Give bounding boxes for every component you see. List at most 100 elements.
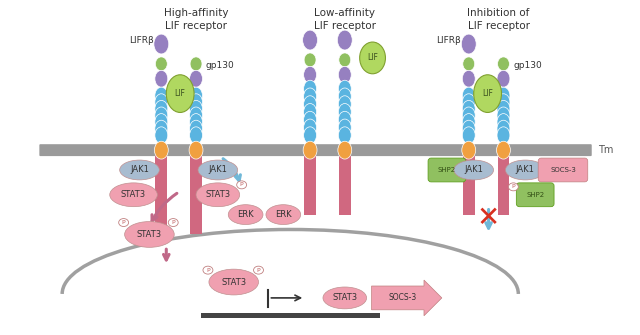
- Ellipse shape: [462, 141, 476, 159]
- Text: P: P: [172, 220, 175, 225]
- Ellipse shape: [253, 266, 264, 274]
- Text: SOCS-3: SOCS-3: [550, 167, 576, 173]
- Ellipse shape: [155, 100, 168, 117]
- Text: STAT3: STAT3: [205, 190, 230, 199]
- Ellipse shape: [228, 205, 263, 224]
- Ellipse shape: [303, 80, 317, 97]
- FancyBboxPatch shape: [538, 158, 588, 182]
- Ellipse shape: [339, 119, 351, 136]
- Ellipse shape: [168, 218, 178, 226]
- Ellipse shape: [303, 119, 317, 136]
- Text: P: P: [257, 268, 260, 273]
- Ellipse shape: [189, 141, 203, 159]
- Ellipse shape: [304, 53, 316, 67]
- FancyBboxPatch shape: [39, 144, 592, 156]
- Bar: [463, 155, 475, 215]
- Ellipse shape: [196, 183, 239, 207]
- Ellipse shape: [497, 70, 510, 87]
- Ellipse shape: [154, 141, 168, 159]
- Ellipse shape: [189, 87, 202, 104]
- Ellipse shape: [155, 114, 168, 130]
- Ellipse shape: [303, 127, 317, 144]
- Ellipse shape: [155, 70, 168, 87]
- Ellipse shape: [339, 53, 351, 67]
- Ellipse shape: [497, 127, 510, 144]
- Text: Inhibition of
LIF receptor: Inhibition of LIF receptor: [467, 8, 530, 31]
- Text: JAK1: JAK1: [209, 165, 227, 175]
- Ellipse shape: [189, 94, 202, 111]
- Text: STAT3: STAT3: [332, 293, 357, 303]
- Ellipse shape: [497, 57, 509, 71]
- Text: ERK: ERK: [275, 210, 292, 219]
- Ellipse shape: [303, 111, 317, 128]
- Ellipse shape: [189, 100, 202, 117]
- Ellipse shape: [155, 94, 168, 111]
- Ellipse shape: [303, 96, 317, 113]
- Text: High-affinity
LIF receptor: High-affinity LIF receptor: [164, 8, 228, 31]
- Ellipse shape: [337, 30, 352, 50]
- Ellipse shape: [461, 34, 476, 54]
- Text: STAT3: STAT3: [221, 277, 246, 286]
- Ellipse shape: [474, 75, 502, 113]
- Ellipse shape: [189, 120, 202, 137]
- Ellipse shape: [156, 57, 167, 71]
- Text: JAK1: JAK1: [516, 165, 535, 175]
- Ellipse shape: [154, 34, 169, 54]
- Ellipse shape: [497, 141, 511, 159]
- Ellipse shape: [497, 94, 510, 111]
- Bar: [156, 155, 167, 234]
- Ellipse shape: [303, 30, 317, 50]
- Ellipse shape: [497, 100, 510, 117]
- Text: LIF: LIF: [175, 89, 186, 98]
- Text: SOCS-3: SOCS-3: [388, 293, 417, 303]
- FancyBboxPatch shape: [372, 280, 442, 316]
- Ellipse shape: [462, 120, 476, 137]
- Ellipse shape: [338, 141, 352, 159]
- Ellipse shape: [125, 221, 174, 247]
- Text: P: P: [122, 220, 125, 225]
- Text: Tm: Tm: [598, 145, 613, 155]
- Ellipse shape: [339, 88, 351, 105]
- Text: LIFRβ: LIFRβ: [129, 36, 154, 45]
- Ellipse shape: [462, 127, 476, 144]
- Ellipse shape: [462, 100, 476, 117]
- Ellipse shape: [303, 66, 317, 83]
- Ellipse shape: [303, 88, 317, 105]
- Ellipse shape: [189, 70, 202, 87]
- Text: LIF: LIF: [367, 53, 378, 62]
- Ellipse shape: [497, 120, 510, 137]
- Ellipse shape: [506, 160, 545, 180]
- Text: gp130: gp130: [513, 61, 542, 70]
- Bar: [201, 313, 380, 318]
- Ellipse shape: [339, 104, 351, 120]
- Bar: [190, 155, 202, 234]
- Ellipse shape: [118, 218, 129, 226]
- Ellipse shape: [454, 160, 493, 180]
- Bar: [304, 155, 316, 215]
- Text: P: P: [240, 182, 243, 187]
- Bar: [339, 155, 351, 215]
- Ellipse shape: [237, 181, 246, 189]
- Ellipse shape: [266, 205, 301, 224]
- Ellipse shape: [155, 107, 168, 124]
- Text: ✕: ✕: [477, 204, 500, 231]
- Text: P: P: [511, 184, 515, 189]
- Ellipse shape: [462, 107, 476, 124]
- Ellipse shape: [303, 104, 317, 120]
- Ellipse shape: [339, 80, 351, 97]
- Text: LIFRβ: LIFRβ: [436, 36, 461, 45]
- Text: SHP2: SHP2: [526, 192, 544, 198]
- Ellipse shape: [462, 94, 476, 111]
- Text: P: P: [206, 268, 210, 273]
- Ellipse shape: [339, 127, 351, 144]
- Ellipse shape: [497, 114, 510, 130]
- Ellipse shape: [190, 57, 202, 71]
- Ellipse shape: [166, 75, 194, 113]
- Ellipse shape: [462, 87, 476, 104]
- Ellipse shape: [189, 107, 202, 124]
- Text: SHP2: SHP2: [438, 167, 456, 173]
- Ellipse shape: [497, 107, 510, 124]
- Text: Low-affinity
LIF receptor: Low-affinity LIF receptor: [314, 8, 376, 31]
- Text: JAK1: JAK1: [130, 165, 149, 175]
- Ellipse shape: [463, 57, 475, 71]
